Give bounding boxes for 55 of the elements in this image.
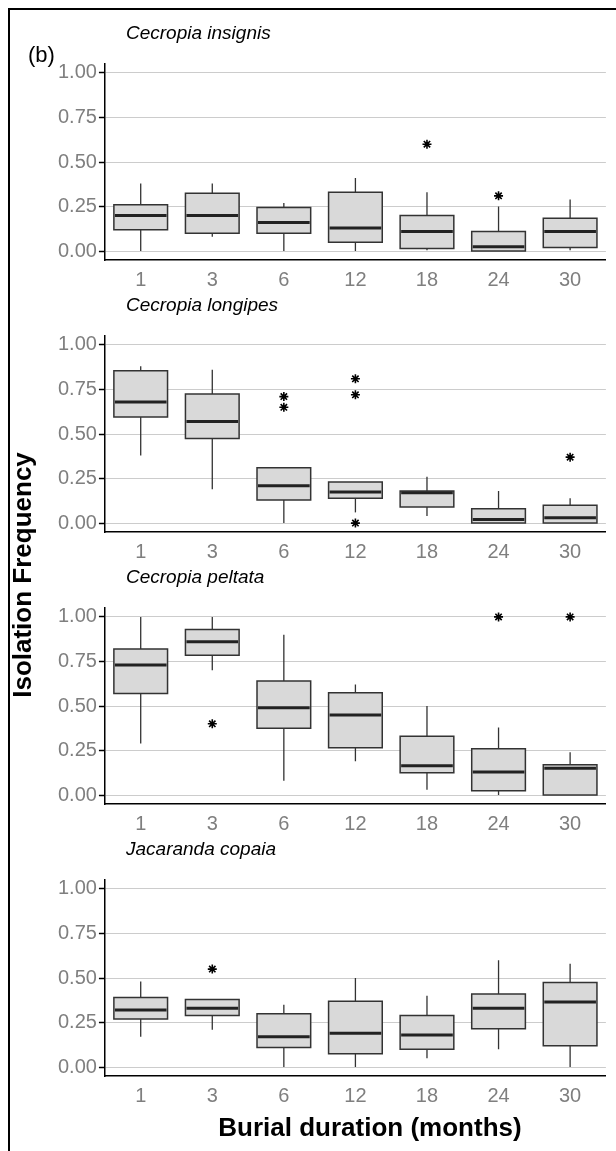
y-tick-label: 0.50	[57, 149, 97, 172]
x-tick-label: 6	[278, 811, 290, 834]
y-tick-label: 0.50	[57, 965, 97, 988]
y-tick-label: 0.75	[57, 104, 97, 127]
x-tick-label: 24	[487, 811, 510, 834]
y-tick-label: 0.25	[57, 194, 97, 217]
y-axis-title: Isolation Frequency	[6, 452, 38, 698]
y-tick-label: 0.75	[57, 648, 97, 671]
chart-title: Jacaranda copaia	[126, 838, 276, 860]
y-tick-label: 1.00	[57, 60, 97, 83]
x-tick-label: 6	[278, 539, 290, 562]
x-tick-label: 24	[487, 1083, 510, 1106]
y-tick-label: 1.00	[57, 876, 97, 899]
x-tick-label: 12	[344, 811, 367, 834]
x-tick-label: 12	[344, 267, 367, 290]
x-tick-label: 3	[206, 1083, 218, 1106]
y-tick-label: 0.00	[57, 510, 97, 533]
x-tick-label: 30	[558, 267, 582, 290]
x-tick-label: 18	[415, 811, 439, 834]
chart-title: Cecropia insignis	[126, 22, 271, 44]
y-tick-label: 0.00	[57, 238, 97, 261]
x-tick-label: 3	[206, 539, 218, 562]
x-tick-label: 3	[206, 811, 218, 834]
x-tick-label: 30	[558, 539, 582, 562]
x-tick-label: 24	[487, 539, 510, 562]
x-tick-label: 12	[344, 539, 367, 562]
text: (b)	[28, 42, 55, 68]
x-tick-label: 1	[135, 539, 147, 562]
y-tick-label: 0.50	[57, 693, 97, 716]
x-tick-label: 24	[487, 267, 510, 290]
y-tick-label: 0.00	[57, 782, 97, 805]
y-tick-label: 1.00	[57, 604, 97, 627]
y-tick-label: 0.00	[57, 1054, 97, 1077]
chart-title: Cecropia peltata	[126, 566, 265, 588]
x-axis-title: Burial duration (months)	[217, 1112, 523, 1143]
x-tick-label: 18	[415, 539, 439, 562]
y-tick-label: 0.25	[57, 1010, 97, 1033]
x-tick-label: 30	[558, 811, 582, 834]
y-tick-label: 0.25	[57, 738, 97, 761]
x-tick-label: 6	[278, 1083, 290, 1106]
chart-title: Cecropia longipes	[126, 294, 279, 316]
y-tick-label: 1.00	[57, 332, 97, 355]
x-tick-label: 3	[206, 267, 218, 290]
x-tick-label: 1	[135, 811, 147, 834]
y-tick-label: 0.50	[57, 421, 97, 444]
x-tick-label: 30	[558, 1083, 582, 1106]
y-tick-label: 0.75	[57, 920, 97, 943]
x-tick-label: 12	[344, 1083, 367, 1106]
y-tick-label: 0.25	[57, 466, 97, 489]
x-tick-label: 18	[415, 267, 439, 290]
x-tick-label: 1	[135, 1083, 147, 1106]
x-tick-label: 18	[415, 1083, 439, 1106]
x-tick-label: 1	[135, 267, 147, 290]
x-tick-label: 6	[278, 267, 290, 290]
y-tick-label: 0.75	[57, 376, 97, 399]
